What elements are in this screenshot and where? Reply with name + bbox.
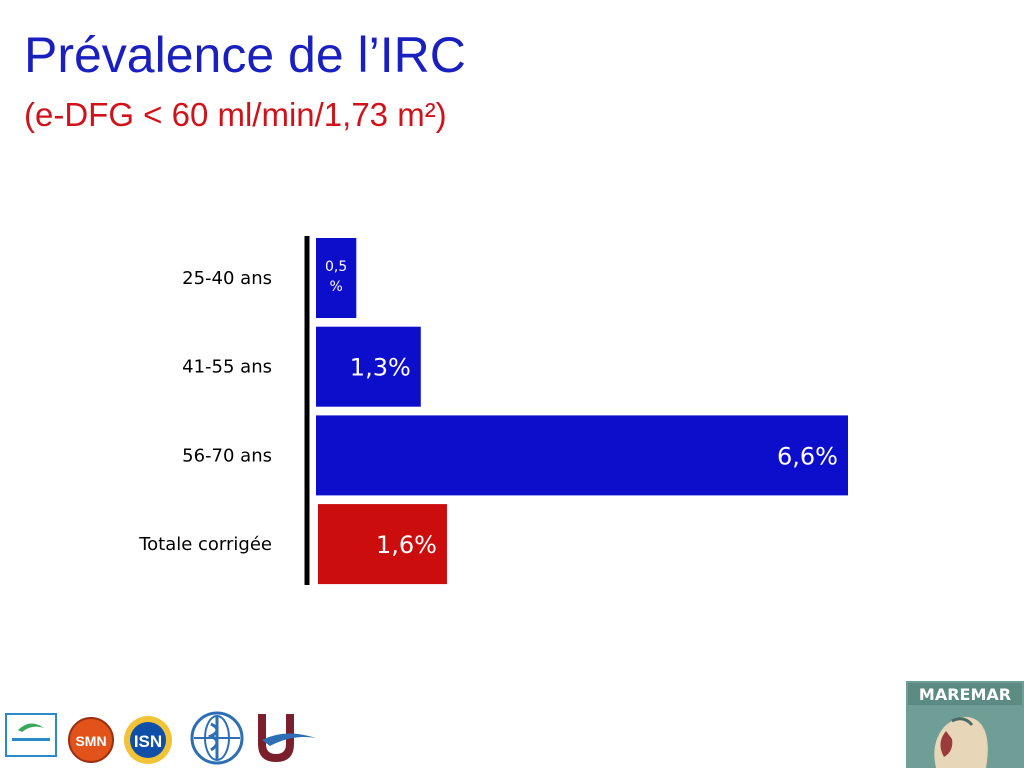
data-label-2: 6,6%	[777, 442, 838, 470]
bar-3	[318, 504, 447, 585]
maremar-logo: MAREMAR	[906, 681, 1024, 768]
smn-logo-text: SMN	[75, 733, 106, 749]
bar-2	[316, 415, 848, 496]
data-label-0: 0,5%	[325, 259, 347, 295]
maremar-logo-text: MAREMAR	[919, 685, 1011, 704]
university-logo	[258, 714, 316, 762]
who-logo	[190, 711, 244, 765]
isn-logo: ISN	[124, 716, 172, 764]
isn-logo-text: ISN	[134, 732, 162, 751]
category-label-1: 41-55 ans	[182, 357, 272, 378]
smm-logo	[5, 713, 57, 757]
slide-title: Prévalence de l’IRC	[24, 27, 466, 83]
category-label-0: 25-40 ans	[182, 268, 272, 289]
data-label-3: 1,6%	[376, 531, 437, 559]
bar-0	[316, 238, 357, 318]
smn-logo: SMN	[68, 717, 114, 763]
category-label-2: 56-70 ans	[182, 445, 272, 466]
bar-1	[316, 326, 421, 407]
category-label-3: Totale corrigée	[138, 534, 272, 555]
data-label-1: 1,3%	[350, 354, 411, 382]
slide-subtitle: (e-DFG < 60 ml/min/1,73 m²)	[24, 96, 447, 133]
partner-logos: SMN ISN	[5, 711, 316, 765]
